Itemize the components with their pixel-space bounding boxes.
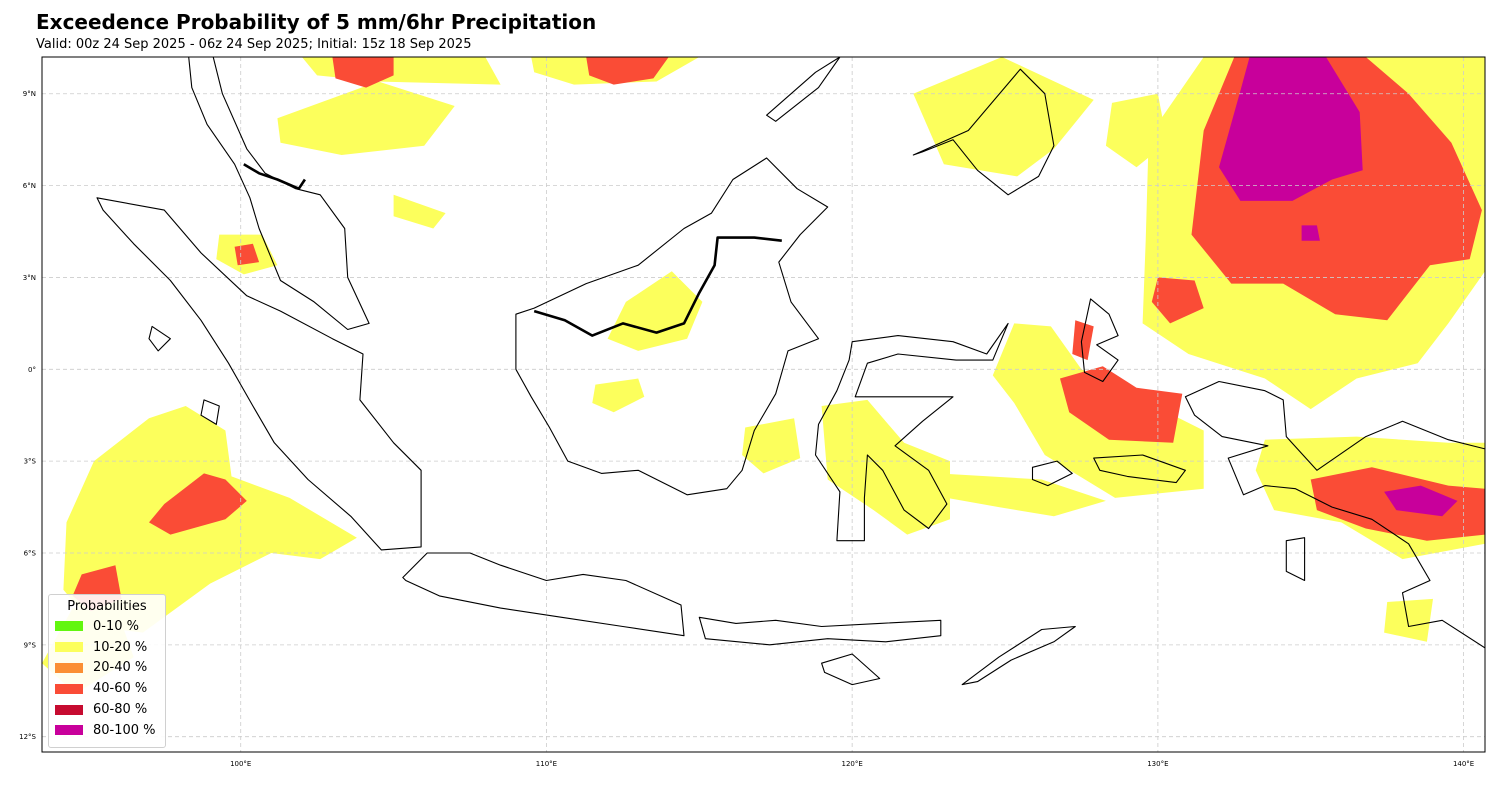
legend-label: 80-100 % [93,722,156,738]
x-tick-label: 120°E [842,760,863,768]
map-title: Exceedence Probability of 5 mm/6hr Preci… [36,10,597,34]
x-tick-label: 130°E [1147,760,1168,768]
coastline-buru [1031,460,1073,487]
legend-label: 40-60 % [93,681,148,697]
legend-label: 0-10 % [93,618,139,634]
prob-region-40-60 [1151,277,1204,324]
prob-region-80-100 [1219,57,1363,201]
legend-label: 10-20 % [93,639,148,655]
prob-region-10-20 [1384,598,1433,642]
y-tick-label: 9°S [24,641,37,649]
y-tick-label: 3°S [24,458,37,466]
y-tick-label: 3°N [23,274,36,282]
prob-region-40-60 [149,473,247,535]
coastline-nias [148,325,171,352]
y-tick-label: 6°N [23,182,36,190]
coastline-new-guinea [1184,380,1485,649]
legend-swatch [55,704,83,715]
y-tick-label: 6°S [24,549,37,557]
legend-item: 40-60 % [49,678,165,699]
prob-region-10-20 [821,399,950,535]
y-tick-label: 0° [28,366,36,374]
prob-region-40-60 [332,57,394,88]
prob-region-40-60 [1072,320,1094,361]
legend-title: Probabilities [67,599,147,614]
legend-swatch [55,621,83,632]
coastline-palawan [766,57,841,122]
prob-region-10-20 [592,378,645,413]
legend: Probabilities 0-10 % 10-20 % 20-40 % 40-60 … [48,594,166,748]
legend-swatch [55,662,83,673]
coastline-borneo [515,157,829,496]
x-tick-label: 140°E [1453,760,1474,768]
coastline-sulawesi [814,322,1009,542]
coastline-siberut [200,399,220,425]
prob-region-10-20 [393,194,446,229]
prob-region-10-20 [742,418,801,474]
prob-region-10-20 [607,271,703,351]
coastline-aru [1285,537,1306,582]
coastline-timor [961,625,1076,686]
legend-swatch [55,642,83,653]
legend-swatch [55,725,83,736]
prob-region-80-100 [1301,225,1320,241]
prob-region-10-20 [913,57,1094,177]
y-tick-label: 12°S [19,733,36,741]
coastline-mindanao [912,68,1055,196]
coastline-sumba [821,653,881,686]
x-tick-label: 110°E [536,760,557,768]
coastline-seram [1093,454,1186,484]
coastline-java [402,552,685,637]
y-tick-label: 9°N [23,90,36,98]
coastline-malay-peninsula [188,57,370,331]
x-tick-label: 100°E [230,760,251,768]
coastline-halmahera [1080,298,1119,383]
prob-region-40-60 [586,57,669,85]
coastline-bali-nusa-tenggara [698,616,942,646]
coastline-sumatra [96,197,422,551]
legend-swatch [55,683,83,694]
legend-item: 10-20 % [49,637,165,658]
legend-label: 20-40 % [93,660,148,676]
map-frame [41,56,1486,753]
map-subtitle: Valid: 00z 24 Sep 2025 - 06z 24 Sep 2025… [36,37,472,52]
prob-region-10-20 [301,57,501,85]
legend-item: 0-10 % [49,616,165,637]
malaysia-thailand-border [243,163,306,190]
legend-item: 60-80 % [49,699,165,720]
legend-item: 80-100 % [49,720,165,741]
prob-region-40-60 [1060,366,1183,443]
prob-region-10-20 [937,473,1106,517]
prob-region-10-20 [277,81,455,155]
legend-item: 20-40 % [49,658,165,679]
kalimantan-sarawak-sabah-border [533,236,782,337]
legend-label: 60-80 % [93,702,148,718]
prob-region-80-100 [1384,485,1458,517]
